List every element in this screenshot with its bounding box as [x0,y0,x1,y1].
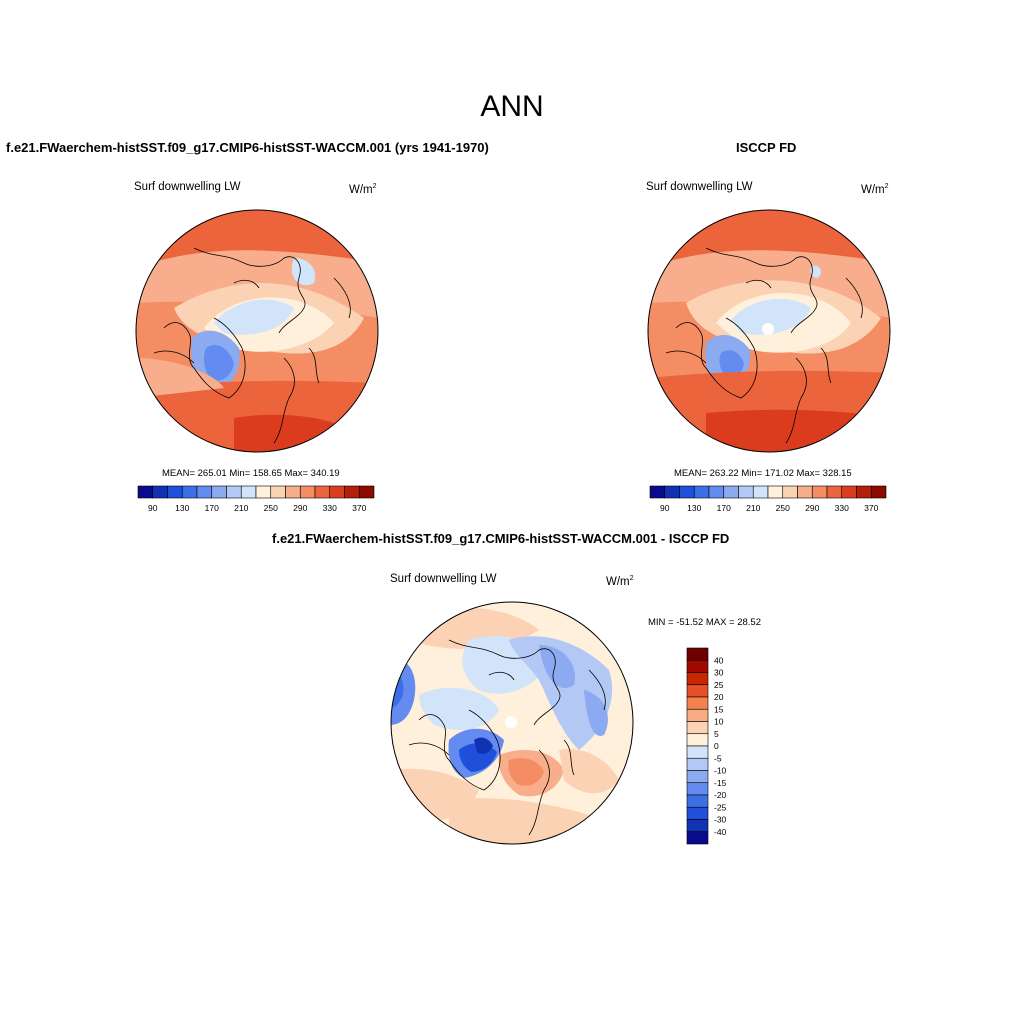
panel-3-colorbar-tick-label: -20 [714,790,727,800]
panel-1-colorbar-tick-label: 250 [264,503,278,513]
panel-2-colorbar-tick-label: 330 [835,503,849,513]
panel-2-colorbar-swatch [708,485,725,499]
panel-2-colorbar-swatch [693,485,710,499]
panel-1-colorbar-swatch [270,485,286,499]
panel-1-colorbar-tick-label: 170 [205,503,219,513]
panel-1-colorbar-swatch [344,485,360,499]
panel-3-stats: MIN = -51.52 MAX = 28.52 [648,617,762,628]
panel-2-colorbar-tick-label: 90 [660,503,670,513]
panel-3-polar-map [390,601,634,845]
panel-1-colorbar-swatch [240,485,257,499]
panel-3-colorbar-tick-label: -5 [714,753,722,763]
panel-1-colorbar-swatch [167,485,183,499]
panel-1-stats: MEAN= 265.01 Min= 158.65 Max= 340.19 [162,468,340,479]
panel-2-colorbar-swatch [811,485,828,499]
panel-1-polar-map [135,209,379,453]
panel-1-title: f.e21.FWaerchem-histSST.f09_g17.CMIP6-hi… [6,140,489,155]
panel-2-colorbar-swatch [856,485,872,499]
panel-2-colorbar-swatch [752,485,769,499]
panel-3-colorbar-swatch [686,684,709,698]
panel-2-colorbar-swatch [679,485,695,499]
panel-3-colorbar-swatch [686,696,709,710]
panel-2-colorbar-swatch [767,485,784,499]
panel-3-colorbar-tick-label: 40 [714,655,724,665]
panel-3-colorbar-swatch [686,819,709,833]
panel-1-colorbar-swatch [255,485,272,499]
panel-2-colorbar-tick-label: 130 [687,503,701,513]
panel-2-colorbar-swatch [738,485,754,499]
panel-1-colorbar-tick-label: 90 [148,503,158,513]
panel-1-colorbar-tick-label: 290 [293,503,307,513]
panel-1-colorbar-swatch [358,485,375,499]
panel-3-colorbar-tick-label: 5 [714,729,719,739]
panel-2-stats: MEAN= 263.22 Min= 171.02 Max= 328.15 [674,468,852,479]
panel-3-colorbar-tick-label: 15 [714,704,724,714]
panel-3-colorbar-swatch [686,757,709,771]
panel-3-colorbar-swatch [686,708,709,722]
panel-1-variable: Surf downwelling LW [134,181,241,193]
panel-2-colorbar-swatch [649,485,666,499]
panel-3-colorbar-swatch [686,806,709,820]
panel-1-colorbar-swatch [329,485,345,499]
panel-3-colorbar-swatch [686,672,709,686]
panel-3-colorbar-tick-label: 30 [714,668,724,678]
panel-3-colorbar-swatch [686,770,709,784]
panel-1-colorbar-tick-label: 210 [234,503,248,513]
panel-3-variable: Surf downwelling LW [390,573,497,585]
panel-1-colorbar-swatch [314,485,331,499]
panel-1-colorbar-swatch [196,485,213,499]
panel-2-variable: Surf downwelling LW [646,181,753,193]
panel-3-colorbar-swatch [686,745,709,759]
panel-1-colorbar-swatch [299,485,316,499]
panel-1-colorbar-tick-label: 330 [323,503,337,513]
panel-2-units: W/m2 [861,183,889,196]
panel-2-colorbar-tick-label: 210 [746,503,760,513]
panel-3-colorbar-swatch [686,733,709,747]
panel-3-colorbar-tick-label: 20 [714,692,724,702]
panel-3-colorbar-tick-label: -15 [714,778,727,788]
panel-2-colorbar-tick-label: 290 [805,503,819,513]
panel-3-colorbar-swatch [686,647,709,661]
panel-1-colorbar: 90 130 170 210 250 290 330 370 [137,485,375,513]
panel-2-colorbar-swatch [841,485,857,499]
panel-3-colorbar-tick-label: -25 [714,802,727,812]
panel-3-colorbar-tick-label: 10 [714,717,724,727]
panel-3-colorbar-swatch [686,831,709,845]
panel-1-colorbar-swatch [152,485,168,499]
panel-1-colorbar-swatch [211,485,227,499]
panel-1-colorbar-swatch [285,485,301,499]
panel-2-colorbar-tick-label: 170 [717,503,731,513]
panel-3-colorbar-tick-label: 25 [714,680,724,690]
panel-2-colorbar-swatch [826,485,843,499]
panel-2-colorbar-swatch [664,485,680,499]
panel-3-colorbar-swatch [686,659,709,673]
panel-1-colorbar-tick-label: 130 [175,503,189,513]
panel-1-colorbar-swatch [226,485,242,499]
panel-1-units: W/m2 [349,183,377,196]
panel-1-colorbar-tick-label: 370 [352,503,366,513]
panel-3-colorbar-tick-label: 0 [714,741,719,751]
panel-2-colorbar-swatch [723,485,739,499]
panel-1-colorbar-swatch [137,485,154,499]
panel-2-title: ISCCP FD [736,140,797,155]
panel-2-colorbar-swatch [870,485,887,499]
panel-1-colorbar-swatch [181,485,198,499]
panel-3-colorbar-swatch [686,782,709,796]
panel-3-colorbar-swatch [686,794,709,808]
panel-2-colorbar-tick-label: 250 [776,503,790,513]
panel-3-title: f.e21.FWaerchem-histSST.f09_g17.CMIP6-hi… [272,531,730,546]
panel-2-colorbar: 90 130 170 210 250 290 330 370 [649,485,887,513]
panel-2-colorbar-swatch [797,485,813,499]
panel-3-colorbar-tick-label: -40 [714,827,727,837]
panel-3-colorbar-tick-label: -10 [714,766,727,776]
panel-2-colorbar-tick-label: 370 [864,503,878,513]
figure-title: ANN [480,90,544,123]
panel-2-colorbar-swatch [782,485,798,499]
panel-3-colorbar-swatch [686,721,709,735]
panel-3-units: W/m2 [606,575,634,588]
panel-3-colorbar-tick-label: -30 [714,815,727,825]
panel-3-colorbar: 40 30 25 20 15 10 5 0 -5 -10 -15 -20 -25 -30 -40 [686,647,727,845]
panel-2-polar-map [647,209,891,453]
